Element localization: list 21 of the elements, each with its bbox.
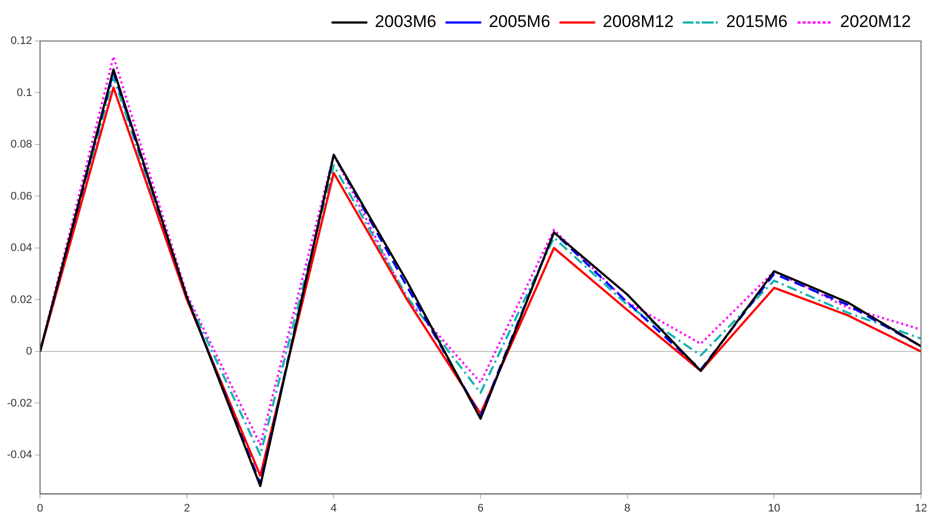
x-tick-label: 4 bbox=[330, 502, 337, 514]
y-tick-label: 0.12 bbox=[10, 35, 32, 48]
y-tick-label: -0.04 bbox=[6, 449, 32, 462]
x-tick-label: 12 bbox=[914, 502, 928, 514]
y-tick-label: 0.04 bbox=[10, 242, 32, 254]
x-tick-label: 6 bbox=[477, 502, 484, 514]
y-tick-label: 0.02 bbox=[10, 294, 32, 306]
legend-label: 2008M12 bbox=[602, 12, 674, 32]
legend-label: 2003M6 bbox=[374, 12, 436, 32]
legend-label: 2020M12 bbox=[840, 12, 911, 32]
x-tick-label: 0 bbox=[37, 502, 44, 514]
legend-label: 2005M6 bbox=[488, 12, 550, 32]
y-tick-label: -0.02 bbox=[6, 397, 32, 410]
x-tick-label: 2 bbox=[184, 502, 190, 514]
y-tick-label: 0 bbox=[26, 346, 32, 358]
x-tick-label: 10 bbox=[768, 502, 780, 514]
y-tick-label: 0.08 bbox=[10, 138, 32, 151]
y-tick-label: 0.1 bbox=[16, 86, 32, 99]
y-tick-label: 0.06 bbox=[10, 190, 32, 202]
x-tick-label: 8 bbox=[624, 502, 630, 514]
legend-label: 2015M6 bbox=[726, 12, 788, 32]
